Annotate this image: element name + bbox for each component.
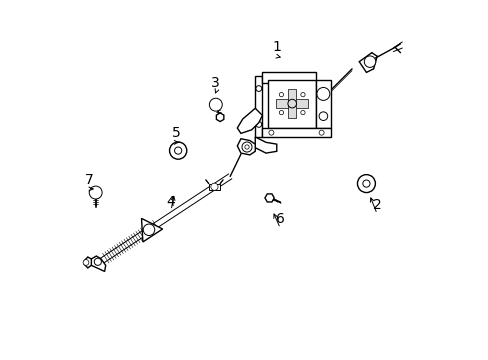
Polygon shape: [141, 219, 163, 242]
Polygon shape: [237, 108, 262, 134]
Text: 6: 6: [275, 212, 284, 226]
Circle shape: [143, 224, 154, 235]
Circle shape: [357, 175, 375, 193]
Circle shape: [255, 122, 261, 127]
Polygon shape: [211, 100, 220, 109]
Polygon shape: [287, 89, 296, 118]
Circle shape: [244, 145, 249, 149]
Polygon shape: [208, 184, 220, 190]
Circle shape: [364, 56, 375, 67]
Text: 4: 4: [166, 194, 175, 208]
Circle shape: [89, 186, 102, 199]
Polygon shape: [262, 128, 330, 137]
Polygon shape: [216, 113, 224, 122]
Circle shape: [209, 98, 222, 111]
Polygon shape: [237, 139, 255, 155]
Circle shape: [83, 260, 89, 265]
Circle shape: [319, 130, 324, 135]
Circle shape: [319, 112, 327, 121]
Circle shape: [300, 93, 305, 97]
Text: 2: 2: [372, 198, 381, 212]
Circle shape: [362, 180, 369, 187]
Circle shape: [94, 258, 101, 265]
Polygon shape: [276, 99, 308, 108]
Polygon shape: [316, 80, 330, 128]
Polygon shape: [255, 76, 262, 137]
Polygon shape: [255, 137, 276, 153]
Circle shape: [287, 99, 296, 108]
Circle shape: [316, 87, 329, 100]
Text: 5: 5: [172, 126, 181, 140]
Polygon shape: [91, 188, 100, 197]
Circle shape: [279, 93, 283, 97]
Circle shape: [242, 142, 251, 152]
Polygon shape: [267, 80, 316, 128]
Circle shape: [255, 86, 261, 91]
Polygon shape: [264, 194, 274, 202]
Circle shape: [210, 183, 218, 190]
Circle shape: [268, 130, 273, 135]
Circle shape: [169, 142, 186, 159]
Text: 1: 1: [272, 40, 281, 54]
Circle shape: [279, 111, 283, 115]
Circle shape: [174, 147, 182, 154]
Polygon shape: [262, 72, 316, 83]
Circle shape: [300, 111, 305, 115]
Text: 7: 7: [85, 173, 94, 187]
Polygon shape: [91, 256, 105, 271]
Text: 3: 3: [211, 76, 220, 90]
